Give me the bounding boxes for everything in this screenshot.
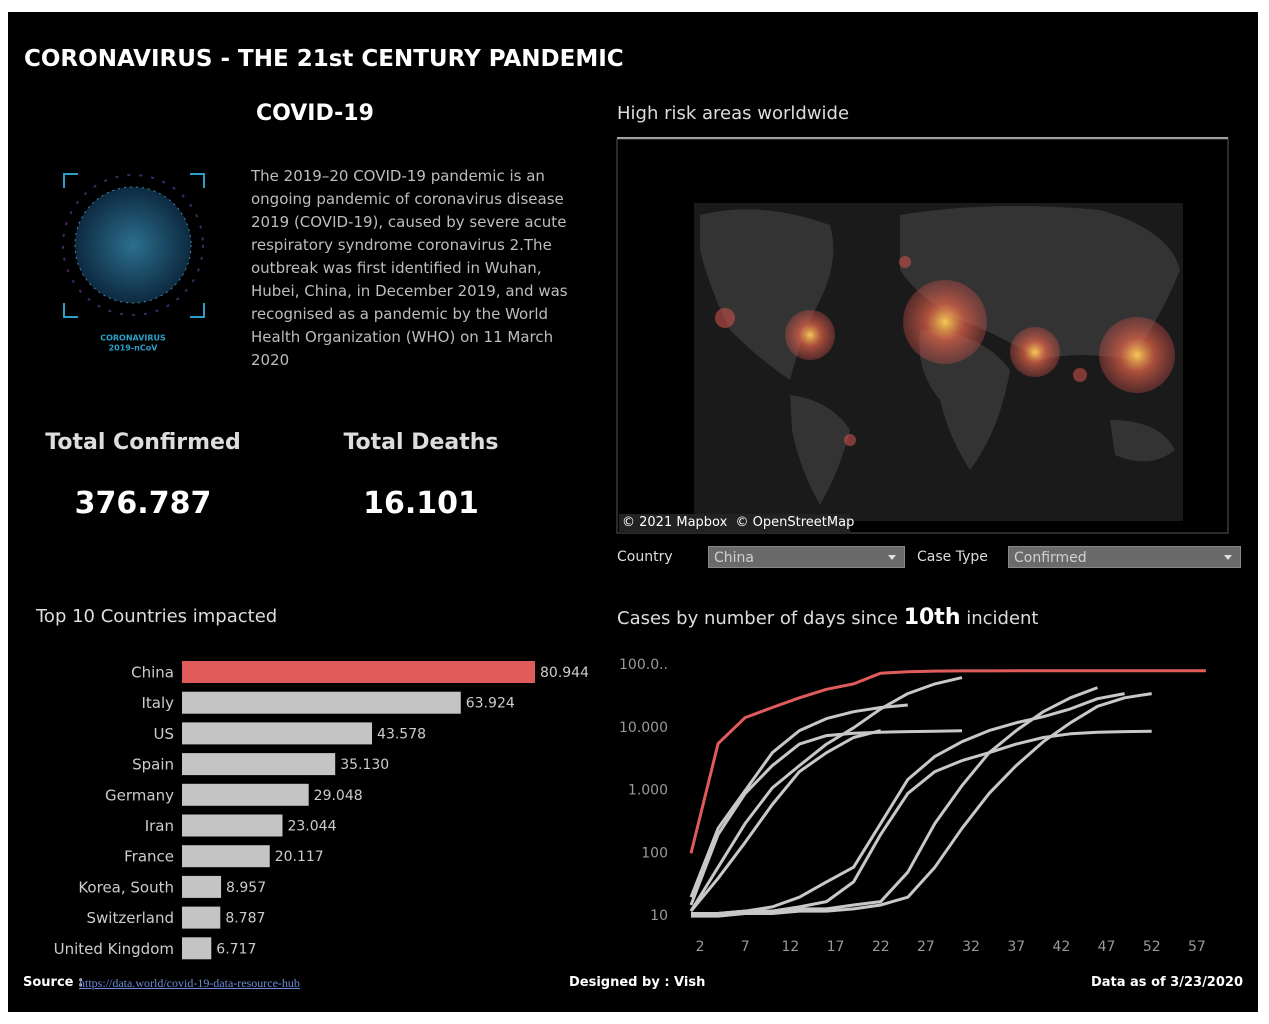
line-series [689,676,963,912]
title-part: incident [960,608,1039,629]
data-label: 8.787 [225,911,265,927]
bar [182,906,221,929]
x-tick-label: 37 [1007,939,1025,955]
y-tick-label: Germany [105,786,174,804]
filter-label: Case Type [917,549,988,565]
data-label: 8.957 [226,880,266,896]
intro-text: 2020 [251,351,290,369]
intro-text: Health Organization (WHO) on 11 March [251,328,554,346]
bar [182,753,336,776]
line-series [690,692,1125,918]
title-part: Cases by number of days since [617,608,904,629]
y-tick-label: Iran [145,817,174,835]
chart-title: Cases by number of days since 10th incid… [617,607,1038,629]
source-label: Source : [23,975,84,990]
y-tick-label: China [131,664,174,682]
intro-text: recognised as a pandemic by the World [251,305,549,323]
line-series [689,729,882,913]
y-tick-label: 100 [641,845,668,861]
line-series [689,669,1206,854]
intro-text: outbreak was first identified in Wuhan, [251,259,542,277]
map-title: High risk areas worldwide [617,103,850,124]
x-tick-label: 17 [827,939,845,955]
data-label: 6.717 [216,941,256,957]
title-part: 10th [903,605,961,630]
x-tick-label: 7 [741,939,750,955]
y-tick-label: United Kingdom [54,940,174,958]
designer: Designed by : Vish [569,975,706,990]
bar [182,722,373,745]
kpi-value: 16.101 [363,486,479,521]
y-tick-label: Spain [132,756,174,774]
x-tick-label: 52 [1143,939,1161,955]
filter-label: Country [617,549,673,565]
y-tick-label: US [153,725,174,743]
kpi-label: Total Deaths [343,430,499,455]
intro-text: The 2019–20 COVID-19 pandemic is an [251,167,545,185]
data-date: Data as of 3/23/2020 [1090,975,1243,990]
x-tick-label: 42 [1052,939,1070,955]
source-link[interactable]: https://data.world/covid-19-data-resourc… [79,976,300,990]
filter-dropdown[interactable]: China [708,546,905,568]
x-tick-label: 57 [1188,939,1206,955]
line-series [689,729,963,906]
y-tick-label: 10 [650,908,668,924]
data-label: 29.048 [314,788,363,804]
intro-text: ongoing pandemic of coronavirus disease [251,190,564,208]
world-map [616,137,1229,534]
image-caption: 2019-nCoV [109,344,159,353]
intro-heading: COVID-19 [256,101,374,126]
intro-text: Hubei, China, in December 2019, and was [251,282,568,300]
chart-title: Top 10 Countries impacted [36,606,278,627]
kpi-value: 376.787 [74,486,212,521]
y-tick-label: 100.0.. [619,657,668,673]
data-label: 80.944 [540,665,589,681]
data-label: 23.044 [287,819,336,835]
data-label: 63.924 [466,696,515,712]
line-series [691,692,1152,918]
x-tick-label: 22 [872,939,890,955]
image-caption: CORONAVIRUS [100,334,166,343]
dashboard-title: CORONAVIRUS - THE 21st CENTURY PANDEMIC [24,46,624,72]
kpi-label: Total Confirmed [45,430,241,455]
data-label: 20.117 [275,849,324,865]
data-label: 43.578 [377,726,426,742]
intro-text: 2019 (COVID-19), caused by severe acute [251,213,567,231]
bar [182,845,270,868]
y-tick-label: Italy [141,694,174,712]
line-series [689,703,908,898]
y-tick-label: 10.000 [619,720,668,736]
bar [182,691,461,714]
y-tick-label: Korea, South [78,878,174,896]
x-tick-label: 12 [781,939,799,955]
x-tick-label: 47 [1098,939,1116,955]
filter-dropdown[interactable]: Confirmed [1008,546,1241,568]
bar [182,875,222,898]
x-tick-label: 27 [917,939,935,955]
virus-image [62,173,205,318]
line-series [691,729,1152,915]
y-tick-label: France [124,848,174,866]
x-tick-label: 2 [696,939,705,955]
x-tick-label: 32 [962,939,980,955]
data-label: 35.130 [340,757,389,773]
bar [182,937,212,960]
y-tick-label: Switzerland [87,909,175,927]
bar [182,814,283,837]
bar [182,783,309,806]
intro-text: respiratory syndrome coronavirus 2.The [251,236,552,254]
map-attribution: © 2021 Mapbox © OpenStreetMap [622,515,855,530]
bar [182,661,535,683]
y-tick-label: 1.000 [628,783,668,799]
